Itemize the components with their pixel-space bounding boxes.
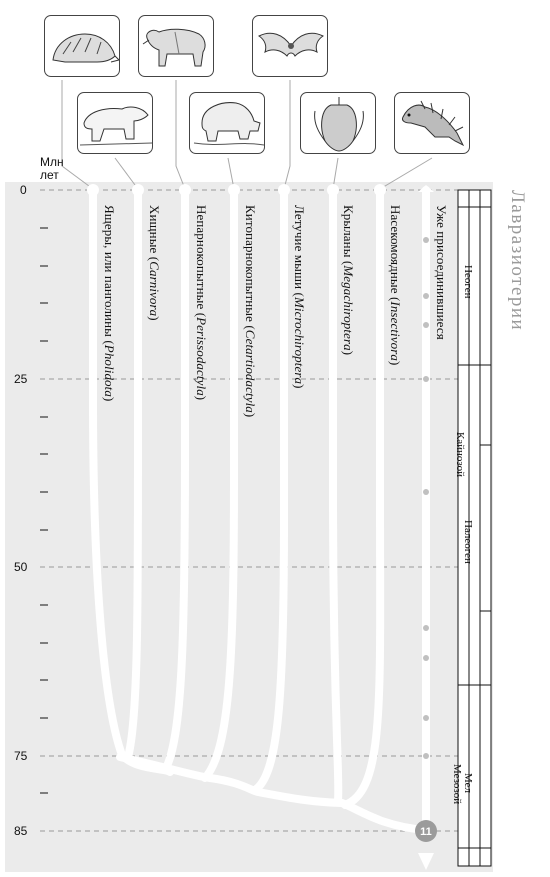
fruit-bat-photo	[300, 92, 376, 154]
y-tick-75: 75	[14, 749, 28, 763]
branch-latin-megachiroptera: Megachiroptera	[341, 265, 356, 351]
branch-name-carnivora: Хищные	[147, 205, 162, 254]
branch-perissodactyla	[161, 186, 189, 774]
tip-cetartiodactyla	[228, 184, 240, 196]
node-11-label: 11	[420, 826, 432, 838]
branch-label-carnivora: Хищные (Carnivora)	[147, 205, 162, 321]
connector-lines	[61, 80, 433, 190]
tip-microchiroptera	[278, 184, 290, 196]
branch-label-joined: Уже присоединившиеся	[433, 205, 449, 340]
branch-name-insectivora: Насекомоядные	[388, 205, 403, 294]
connector-bat	[283, 80, 291, 190]
arrow-bottom	[418, 853, 434, 870]
tip-carnivora	[132, 184, 144, 196]
connector-pangolin	[61, 80, 94, 190]
tree-branches	[89, 186, 430, 836]
era-mesozoic: Мезозой	[451, 764, 463, 805]
y-tick-50: 50	[14, 560, 28, 574]
branch-name-cetartiodactyla: Китопарнокопытные	[243, 205, 258, 323]
branch-latin-microchiroptera: Microchiroptera	[292, 296, 307, 385]
branch-label-cetartiodactyla: Китопарнокопытные (Cetartiodactyla)	[243, 205, 258, 418]
connector-hippo	[227, 157, 235, 190]
tapir-icon	[142, 28, 206, 67]
branch-microchiroptera	[251, 186, 288, 794]
period-paleogene: Палеоген	[462, 520, 474, 564]
branch-label-perissodactyla: Непарнокопытные (Perissodactyla)	[194, 205, 209, 401]
branch-name-perissodactyla: Непарнокопытные	[194, 205, 209, 310]
branch-name-microchiroptera: Летучие мыши	[292, 205, 307, 290]
tip-perissodactyla	[179, 184, 191, 196]
branch-latin-pholidota: Pholidota	[102, 344, 117, 397]
bat-photo	[252, 15, 328, 77]
time-scale-bar	[457, 189, 492, 867]
pangolin-photo	[44, 15, 120, 77]
branch-label-megachiroptera: Крыланы (Megachiroptera)	[341, 205, 356, 356]
polar-bear-icon	[79, 106, 152, 146]
hedgehog-photo	[394, 92, 470, 154]
pangolin-icon	[52, 33, 119, 63]
branch-name-megachiroptera: Крыланы	[341, 205, 356, 258]
tapir-photo	[138, 15, 214, 77]
y-axis-title-line2: лет	[40, 168, 59, 182]
panel-background	[5, 182, 493, 872]
branch-label-pholidota: Ящеры, или панголины (Pholidota)	[102, 205, 117, 402]
branch-name-joined: Уже присоединившиеся	[434, 205, 449, 340]
branch-insectivora	[341, 186, 385, 809]
hedgehog-icon	[402, 100, 465, 147]
branch-carnivora	[124, 186, 142, 761]
connector-fruit-bat	[332, 157, 339, 190]
gridlines	[40, 189, 458, 832]
period-cretaceous: Мел	[462, 773, 474, 794]
node-11-circle	[415, 820, 437, 842]
branch-latin-cetartiodactyla: Cetartiodactyla	[243, 329, 258, 413]
era-cenozoic: Кайнозой	[454, 432, 466, 478]
y-tick-0: 0	[20, 183, 27, 197]
branch-cetartiodactyla	[201, 186, 238, 782]
branch-label-microchiroptera: Летучие мыши (Microchiroptera)	[292, 205, 307, 389]
connector-hedgehog	[379, 157, 433, 190]
joined-nodes	[423, 237, 429, 759]
period-neogene: Неоген	[462, 265, 474, 299]
branch-megachiroptera	[329, 186, 343, 804]
clade-title: Лавразиотерии	[507, 190, 528, 332]
hippo-photo	[189, 92, 265, 154]
arrow-top	[418, 185, 434, 192]
branch-latin-perissodactyla: Perissodactyla	[194, 317, 209, 396]
time-scale-frame	[457, 189, 492, 867]
y-axis-title: Млн лет	[40, 156, 64, 182]
bat-icon	[258, 32, 324, 57]
branch-label-insectivora: Насекомоядные (Insectivora)	[388, 205, 403, 366]
fruit-bat-icon	[314, 97, 364, 152]
hippo-icon	[193, 102, 264, 146]
connector-tapir	[175, 80, 186, 190]
polar-bear-photo	[77, 92, 153, 154]
branch-latin-insectivora: Insectivora	[388, 301, 403, 361]
y-tick-85: 85	[14, 824, 28, 838]
tip-megachiroptera	[327, 184, 339, 196]
tip-pholidota	[87, 184, 99, 196]
axis-ticks	[40, 227, 48, 794]
branch-backbone	[116, 753, 429, 834]
tip-insectivora	[374, 184, 386, 196]
branch-name-pholidota: Ящеры, или панголины	[102, 205, 117, 337]
y-tick-25: 25	[14, 372, 28, 386]
connector-bear	[114, 157, 139, 190]
y-axis-title-line1: Млн	[40, 155, 64, 169]
branch-latin-carnivora: Carnivora	[147, 261, 162, 317]
